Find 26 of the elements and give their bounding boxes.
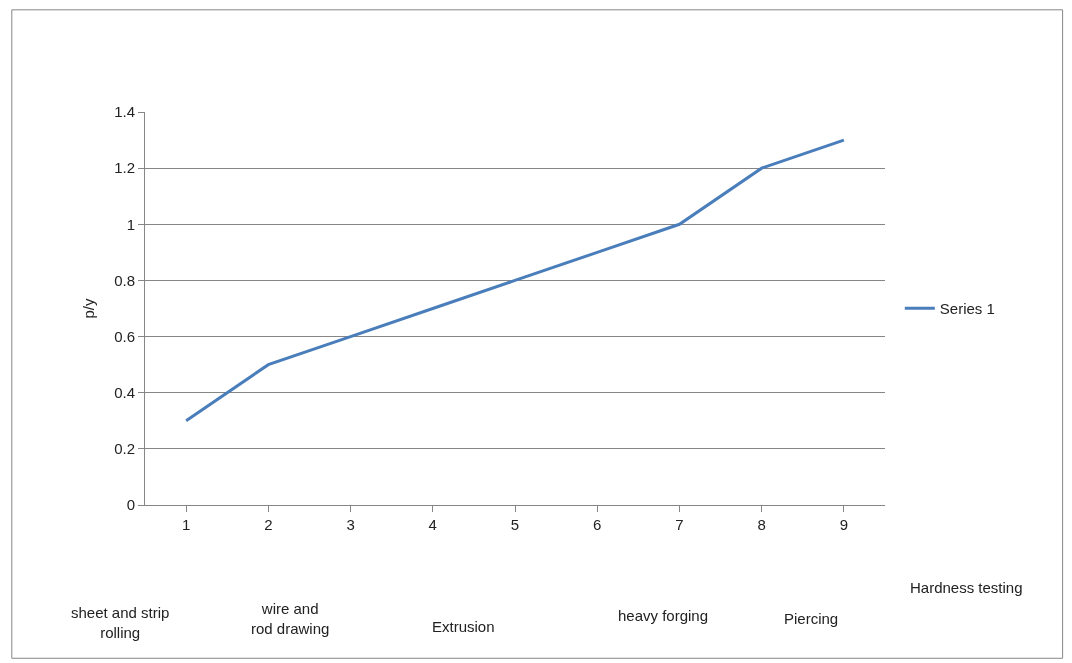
x-tick-label: 1 <box>181 516 191 533</box>
x-tick-label: 9 <box>839 516 849 533</box>
x-tick-label: 3 <box>346 516 355 533</box>
legend-label: Series 1 <box>939 300 995 318</box>
text: wire and rod drawing <box>251 600 330 637</box>
text: Extrusion <box>432 618 495 635</box>
y-tick-label: 0.6 <box>114 327 135 345</box>
y-axis-title: p/y <box>80 298 98 319</box>
x-tick-label: 5 <box>510 516 520 533</box>
text: sheet and strip rolling <box>71 604 170 641</box>
x-tick-label: 4 <box>428 516 437 533</box>
y-tick-label: 0.8 <box>114 271 135 289</box>
y-tick-label: 0.4 <box>114 383 135 401</box>
text: heavy forging <box>618 607 709 624</box>
y-tick-label: 0 <box>126 496 135 514</box>
y-tick-label: 1.2 <box>114 159 135 177</box>
x-tick-label: 6 <box>593 516 602 533</box>
text: Piercing <box>784 610 839 627</box>
text: Hardness testing <box>910 579 1023 596</box>
y-tick-label: 0.2 <box>114 440 135 458</box>
y-tick-label: 1.4 <box>114 103 135 121</box>
x-tick-label: 8 <box>757 516 766 533</box>
x-tick-label: 7 <box>675 516 684 533</box>
line-series <box>184 138 846 423</box>
y-tick-label: 1 <box>126 215 135 233</box>
x-tick-label: 2 <box>264 516 273 533</box>
